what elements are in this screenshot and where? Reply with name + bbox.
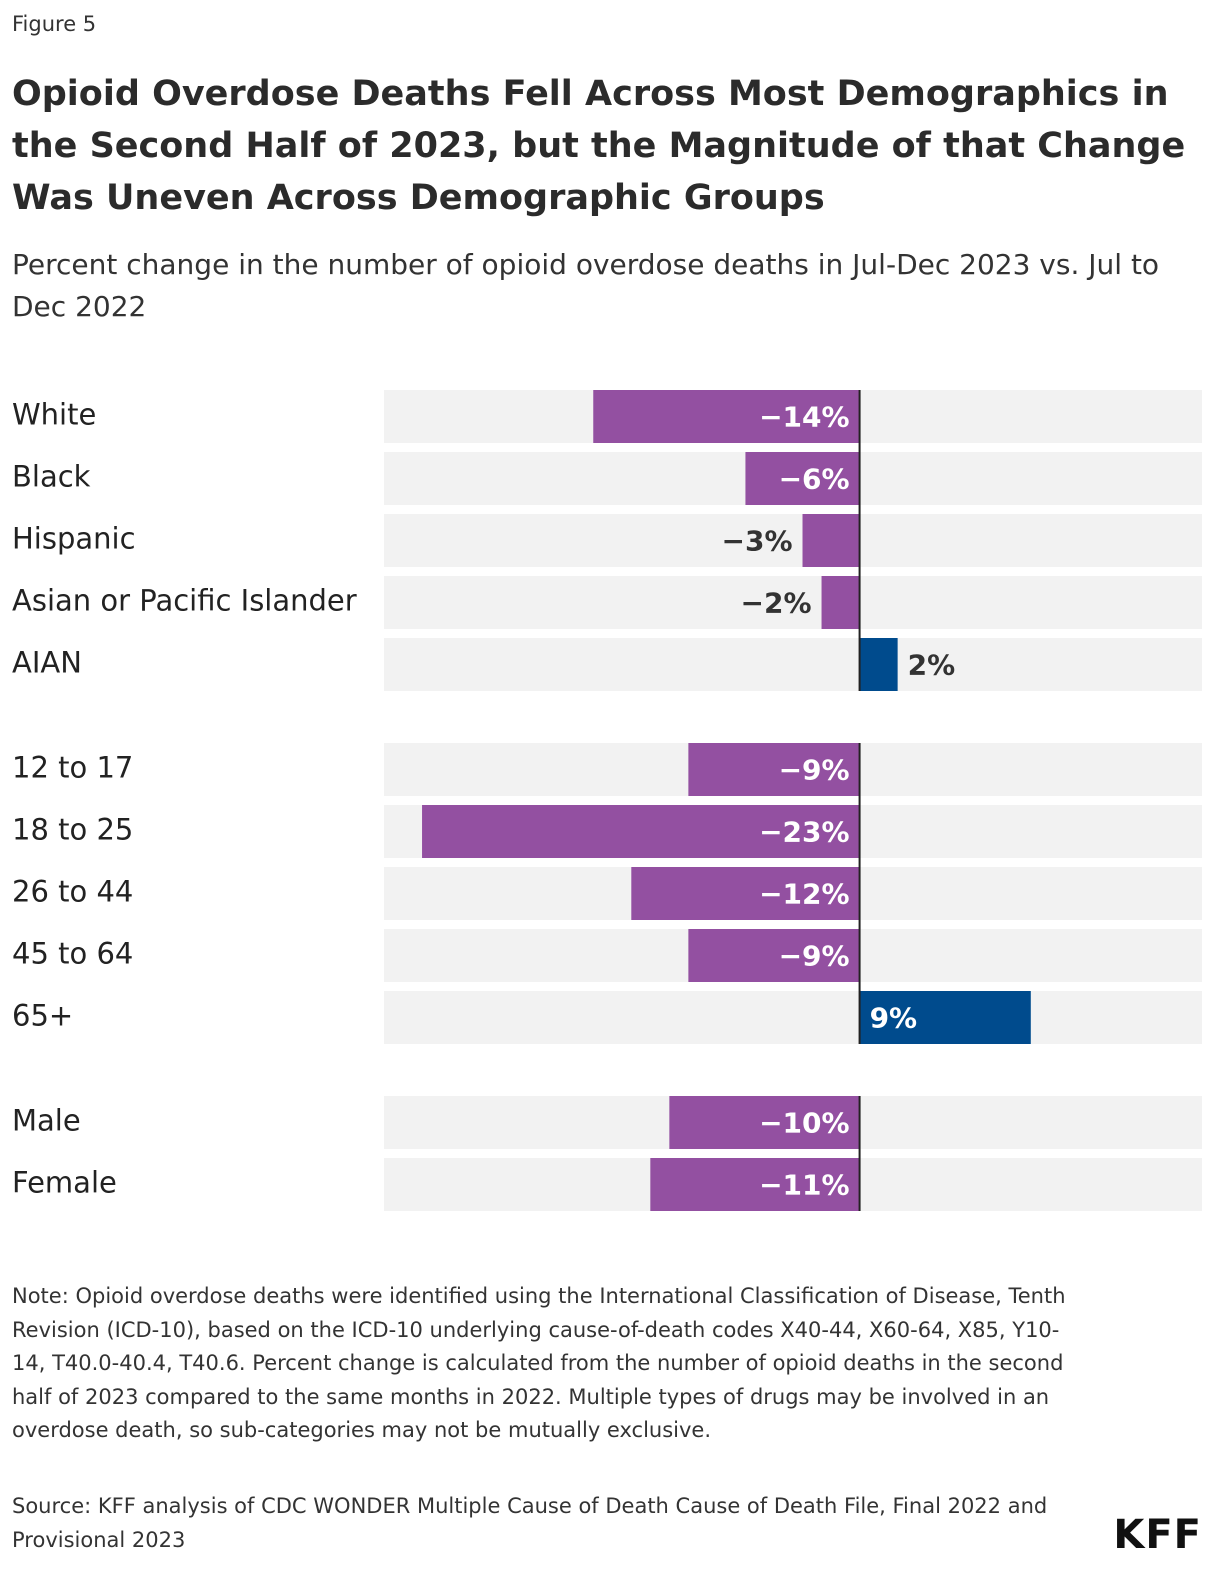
category-label: 18 to 25 (12, 813, 133, 847)
row-background (384, 991, 1202, 1044)
bar (593, 390, 860, 443)
bar (802, 514, 860, 567)
bar (821, 576, 860, 629)
category-label: AIAN (12, 646, 82, 680)
chart-title: Opioid Overdose Deaths Fell Across Most … (12, 74, 1186, 218)
category-label: Asian or Pacific Islander (12, 584, 357, 618)
source: Source: KFF analysis of CDC WONDER Multi… (12, 1494, 1048, 1552)
logo: KFF (1113, 1512, 1202, 1558)
category-label: Hispanic (12, 522, 136, 556)
row-background (384, 638, 1202, 691)
bar (859, 638, 898, 691)
value-label: −23% (759, 816, 849, 849)
value-label: −6% (779, 463, 850, 496)
value-label: −9% (779, 940, 850, 973)
value-label: 2% (908, 649, 956, 682)
bar (688, 743, 860, 796)
category-label: 65+ (12, 999, 73, 1033)
category-label: White (12, 398, 96, 432)
chart: White −14% Black −6% Hispanic −3% Asian or Pac… (12, 390, 1202, 1211)
bar (631, 867, 860, 920)
value-label: −10% (759, 1107, 849, 1140)
bar (745, 452, 860, 505)
row-background (384, 576, 1202, 629)
note: Note: Opioid overdose deaths were identi… (12, 1284, 1066, 1442)
bar (859, 991, 1031, 1044)
category-label: 26 to 44 (12, 875, 133, 909)
value-label: −3% (722, 525, 793, 558)
bar (669, 1096, 860, 1149)
value-label: −9% (779, 754, 850, 787)
bar (422, 805, 860, 858)
chart-subtitle: Percent change in the number of opioid o… (12, 248, 1160, 323)
category-label: Male (12, 1104, 81, 1138)
value-label: −14% (759, 401, 849, 434)
category-label: Black (12, 460, 91, 494)
category-label: 45 to 64 (12, 937, 133, 971)
category-label: Female (12, 1166, 117, 1200)
bar (650, 1158, 860, 1211)
figure-label: Figure 5 (12, 12, 97, 36)
bar (688, 929, 860, 982)
category-label: 12 to 17 (12, 751, 133, 785)
row-background (384, 514, 1202, 567)
value-label: −11% (759, 1169, 849, 1202)
value-label: −12% (759, 878, 849, 911)
value-label: −2% (741, 587, 812, 620)
value-label: 9% (870, 1002, 918, 1035)
